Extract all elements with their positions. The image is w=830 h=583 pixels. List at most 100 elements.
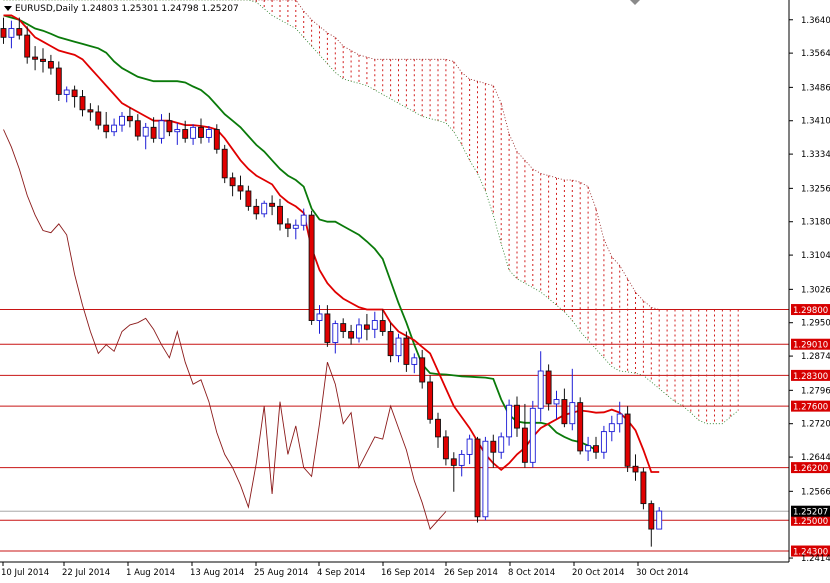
y-tick-label: 1.33340 bbox=[801, 150, 830, 160]
bull-candle bbox=[332, 323, 339, 343]
kumo-cloud bbox=[3, 0, 739, 425]
y-tick-label: 1.29500 bbox=[801, 319, 830, 329]
x-tick-label: 20 Oct 2014 bbox=[572, 568, 625, 578]
bull-candle bbox=[190, 126, 197, 139]
kijun-sen-line bbox=[3, 14, 597, 451]
candles-group bbox=[0, 17, 663, 547]
shift-marker-icon[interactable] bbox=[630, 0, 640, 5]
bear-candle bbox=[348, 331, 355, 339]
bear-candle bbox=[363, 324, 370, 330]
bear-candle bbox=[379, 320, 386, 332]
y-tick-label: 1.31800 bbox=[801, 218, 830, 228]
level-label-box bbox=[791, 338, 830, 350]
bull-candle bbox=[411, 357, 418, 365]
bull-candle bbox=[174, 129, 181, 133]
y-tick-label: 1.25660 bbox=[801, 487, 830, 497]
bear-candle bbox=[561, 399, 568, 425]
time-axis: 10 Jul 2014 22 Jul 2014 1 Aug 2014 13 Aug 2… bbox=[1, 562, 689, 578]
bear-candle bbox=[16, 28, 23, 36]
bear-candle bbox=[95, 111, 102, 126]
level-label: 1.28300 bbox=[793, 372, 828, 382]
bull-candle bbox=[371, 320, 378, 330]
bear-candle bbox=[253, 205, 260, 215]
x-tick-label: 1 Aug 2014 bbox=[126, 568, 175, 578]
tenkan-sen-line bbox=[3, 14, 660, 473]
y-tick-label: 1.30260 bbox=[801, 285, 830, 295]
level-label: 1.27600 bbox=[793, 403, 828, 413]
bull-candle bbox=[616, 413, 623, 425]
y-tick-label: 1.27960 bbox=[801, 386, 830, 396]
current-price-box bbox=[791, 505, 830, 517]
kijun-sen-group bbox=[3, 14, 597, 451]
bear-candle bbox=[474, 438, 481, 518]
y-tick-label: 1.35640 bbox=[801, 49, 830, 59]
bull-candle bbox=[656, 510, 663, 530]
level-label: 1.29800 bbox=[793, 306, 828, 316]
bull-candle bbox=[553, 399, 560, 405]
bull-candle bbox=[498, 436, 505, 453]
bear-candle bbox=[593, 445, 599, 453]
y-tick-label: 1.26440 bbox=[801, 453, 830, 463]
bull-candle bbox=[569, 402, 576, 425]
bear-candle bbox=[490, 440, 497, 453]
bear-candle bbox=[229, 177, 236, 187]
bear-candle bbox=[150, 126, 157, 139]
bear-candle bbox=[221, 148, 228, 179]
bull-candle bbox=[600, 431, 607, 453]
bear-candle bbox=[166, 120, 173, 133]
level-label-box bbox=[791, 545, 830, 557]
bull-candle bbox=[356, 324, 362, 339]
level-label-box bbox=[791, 369, 830, 381]
y-tick-label: 1.28740 bbox=[801, 352, 830, 362]
bear-candle bbox=[245, 190, 252, 207]
bear-candle bbox=[435, 418, 441, 438]
x-tick-label: 13 Aug 2014 bbox=[190, 568, 244, 578]
bear-candle bbox=[277, 205, 283, 225]
level-label: 1.24300 bbox=[793, 548, 828, 558]
x-tick-label: 25 Aug 2014 bbox=[254, 568, 308, 578]
y-tick-label: 1.27200 bbox=[801, 420, 830, 430]
bear-candle bbox=[340, 323, 347, 332]
x-tick-label: 4 Sep 2014 bbox=[317, 568, 365, 578]
current-price-label: 1.25207 bbox=[793, 508, 828, 518]
bear-candle bbox=[419, 357, 426, 383]
bear-candle bbox=[624, 413, 631, 467]
symbol-header: EURUSD,Daily 1.24803 1.25301 1.24798 1.2… bbox=[15, 4, 239, 14]
bear-candle bbox=[450, 458, 457, 466]
bull-candle bbox=[395, 337, 402, 357]
bear-candle bbox=[87, 109, 94, 113]
bear-candle bbox=[55, 67, 62, 95]
bull-candle bbox=[63, 89, 70, 95]
dropdown-arrow-icon[interactable] bbox=[4, 6, 12, 11]
bull-candle bbox=[205, 129, 212, 138]
bear-candle bbox=[403, 337, 410, 365]
bear-candle bbox=[134, 120, 141, 137]
y-tick-label: 1.34860 bbox=[801, 83, 830, 93]
y-tick-label: 1.32560 bbox=[801, 184, 830, 194]
senkou-span-b bbox=[3, 0, 739, 425]
bull-candle bbox=[119, 115, 125, 126]
bull-candle bbox=[506, 404, 513, 438]
x-tick-label: 30 Oct 2014 bbox=[636, 568, 689, 578]
bull-candle bbox=[300, 214, 307, 226]
chart-header: EURUSD,Daily 1.24803 1.25301 1.24798 1.2… bbox=[4, 0, 640, 14]
bear-candle bbox=[640, 471, 647, 505]
bull-candle bbox=[529, 407, 536, 463]
bull-candle bbox=[608, 423, 615, 433]
x-tick-label: 8 Oct 2014 bbox=[508, 568, 555, 578]
bear-candle bbox=[71, 89, 78, 98]
bear-candle bbox=[79, 96, 86, 111]
bear-candle bbox=[213, 129, 220, 150]
bull-candle bbox=[585, 445, 592, 452]
bear-candle bbox=[103, 124, 110, 133]
bear-candle bbox=[126, 115, 133, 122]
chikou-span-group bbox=[3, 129, 447, 530]
bear-candle bbox=[237, 185, 244, 192]
bull-candle bbox=[158, 120, 165, 139]
bull-candle bbox=[458, 453, 465, 466]
x-tick-label: 22 Jul 2014 bbox=[62, 568, 110, 578]
bull-candle bbox=[537, 370, 544, 409]
bear-candle bbox=[521, 427, 528, 463]
